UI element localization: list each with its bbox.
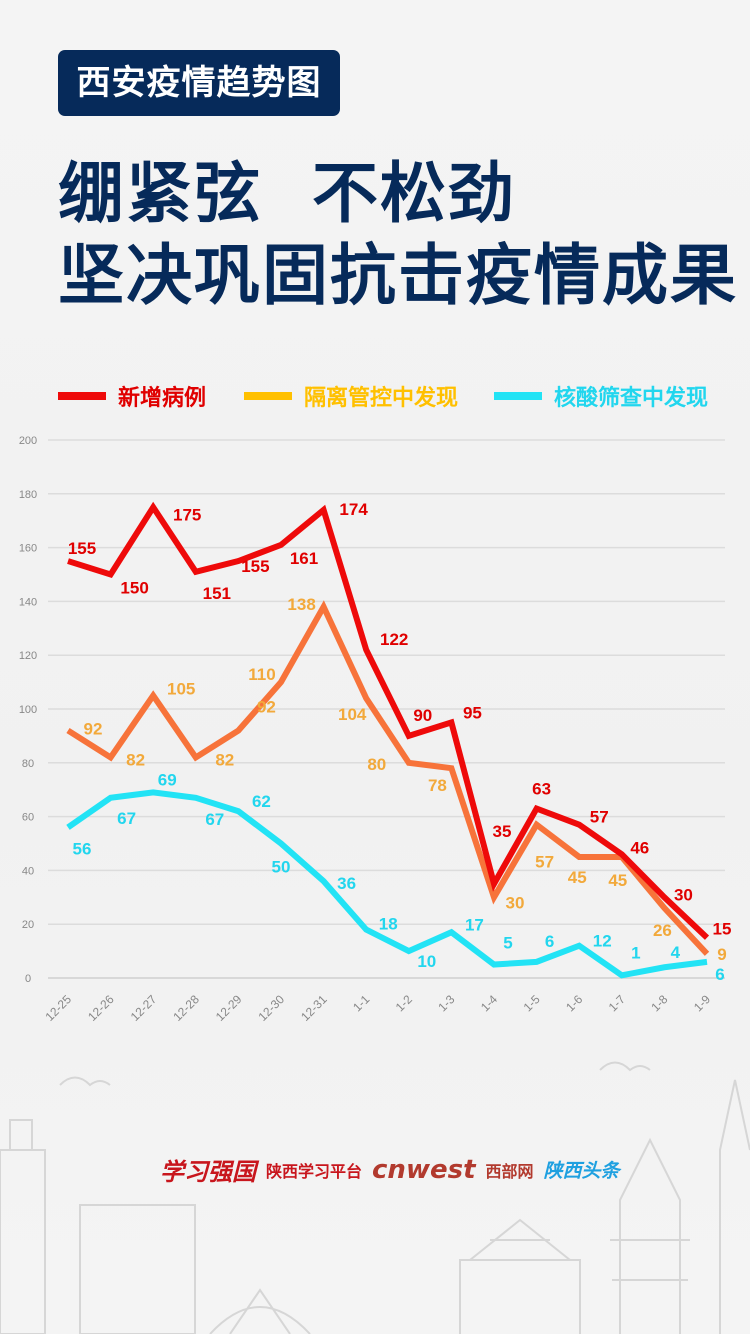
- legend-item-quarantine: 隔离管控中发现: [244, 380, 458, 412]
- data-label: 110: [248, 665, 275, 684]
- data-label: 155: [68, 539, 96, 558]
- x-tick-label: 12-28: [170, 992, 202, 1024]
- data-label: 122: [380, 630, 408, 649]
- data-label: 56: [73, 839, 92, 858]
- data-label: 6: [545, 932, 554, 951]
- headline-line-2: 坚决巩固抗击疫情成果: [58, 237, 738, 314]
- logo-shaanxi-xuexi: 陕西学习平台: [266, 1161, 363, 1181]
- legend-item-screening: 核酸筛查中发现: [494, 380, 708, 412]
- data-label: 15: [713, 920, 732, 939]
- data-label: 26: [653, 921, 672, 940]
- series-line: [66, 600, 710, 956]
- data-label: 10: [417, 952, 436, 971]
- logo-shaanxi-toutiao: 陕西头条: [543, 1160, 620, 1182]
- y-tick-label: 0: [25, 973, 31, 985]
- data-label: 17: [465, 915, 484, 934]
- data-label: 57: [590, 808, 609, 827]
- x-tick-label: 1-7: [606, 992, 628, 1014]
- data-label: 104: [338, 705, 367, 724]
- data-label: 155: [241, 557, 269, 576]
- x-tick-label: 12-25: [43, 992, 75, 1024]
- legend-swatch: [244, 392, 292, 400]
- x-tick-label: 1-4: [478, 992, 500, 1014]
- data-label: 82: [126, 750, 145, 769]
- legend-label: 新增病例: [118, 386, 207, 411]
- data-label: 151: [203, 584, 231, 603]
- data-label: 6: [715, 965, 724, 984]
- data-label: 12: [593, 932, 612, 951]
- x-tick-label: 1-8: [648, 992, 670, 1014]
- data-label: 161: [290, 549, 318, 568]
- y-tick-label: 120: [19, 650, 37, 662]
- data-label: 50: [272, 858, 291, 877]
- x-tick-label: 1-2: [393, 992, 415, 1014]
- y-tick-label: 200: [19, 435, 37, 447]
- data-label: 1: [631, 943, 640, 962]
- data-label: 30: [674, 885, 693, 904]
- y-tick-label: 80: [22, 758, 34, 770]
- data-label: 5: [503, 934, 512, 953]
- data-label: 138: [287, 595, 315, 614]
- data-label: 67: [205, 810, 224, 829]
- data-label: 36: [337, 874, 356, 893]
- series-line: [66, 789, 708, 979]
- x-tick-label: 12-27: [128, 992, 160, 1024]
- data-label: 18: [379, 915, 398, 934]
- data-label: 175: [173, 505, 201, 524]
- data-label: 150: [120, 579, 148, 598]
- data-label: 45: [608, 871, 627, 890]
- data-label: 57: [535, 853, 554, 872]
- data-label: 174: [339, 500, 368, 519]
- y-tick-label: 140: [19, 596, 37, 608]
- x-tick-label: 12-30: [256, 992, 288, 1024]
- legend: 新增病例 隔离管控中发现 核酸筛查中发现: [58, 380, 738, 414]
- data-label: 78: [428, 776, 447, 795]
- legend-swatch: [58, 392, 106, 400]
- data-label: 82: [215, 750, 234, 769]
- chart-badge-title: 西安疫情趋势图: [58, 50, 340, 116]
- headline-line-1: 绷紧弦 不松劲: [58, 155, 516, 232]
- y-tick-label: 20: [22, 919, 34, 931]
- data-label: 30: [506, 893, 525, 912]
- series-line: [67, 501, 710, 940]
- data-label: 4: [671, 943, 681, 962]
- y-tick-label: 60: [22, 812, 34, 824]
- x-tick-label: 12-26: [85, 992, 117, 1024]
- legend-swatch: [494, 392, 542, 400]
- logo-xibuwang: 西部网: [485, 1161, 534, 1181]
- y-tick-label: 40: [22, 865, 34, 877]
- data-label: 92: [84, 720, 103, 739]
- y-tick-label: 160: [19, 543, 37, 555]
- data-label: 62: [252, 792, 271, 811]
- legend-label: 核酸筛查中发现: [554, 386, 709, 411]
- x-tick-label: 1-6: [563, 992, 585, 1014]
- legend-label: 隔离管控中发现: [304, 386, 459, 411]
- x-tick-label: 1-5: [521, 992, 543, 1014]
- y-tick-label: 100: [19, 704, 37, 716]
- logo-xuexi: 学习强国: [160, 1158, 256, 1186]
- legend-item-new-cases: 新增病例: [58, 380, 206, 412]
- data-label: 35: [493, 822, 512, 841]
- data-label: 105: [167, 680, 195, 699]
- data-label: 9: [717, 945, 726, 964]
- x-tick-label: 1-9: [691, 992, 713, 1014]
- y-tick-label: 180: [19, 489, 37, 501]
- x-tick-label: 12-31: [298, 992, 330, 1024]
- x-tick-label: 12-29: [213, 992, 245, 1024]
- data-label: 45: [568, 868, 587, 887]
- data-label: 80: [367, 755, 386, 774]
- logo-cnwest: cnwest: [372, 1154, 476, 1185]
- data-label: 69: [158, 770, 177, 789]
- data-label: 92: [257, 698, 276, 717]
- data-label: 46: [630, 838, 649, 857]
- x-tick-label: 1-1: [350, 992, 372, 1014]
- data-label: 90: [413, 706, 432, 725]
- partner-logos: 学习强国 陕西学习平台 cnwest 西部网 陕西头条: [160, 1152, 620, 1187]
- x-tick-label: 1-3: [435, 992, 457, 1014]
- data-label: 63: [532, 780, 551, 799]
- data-label: 95: [463, 703, 482, 722]
- data-label: 67: [117, 809, 136, 828]
